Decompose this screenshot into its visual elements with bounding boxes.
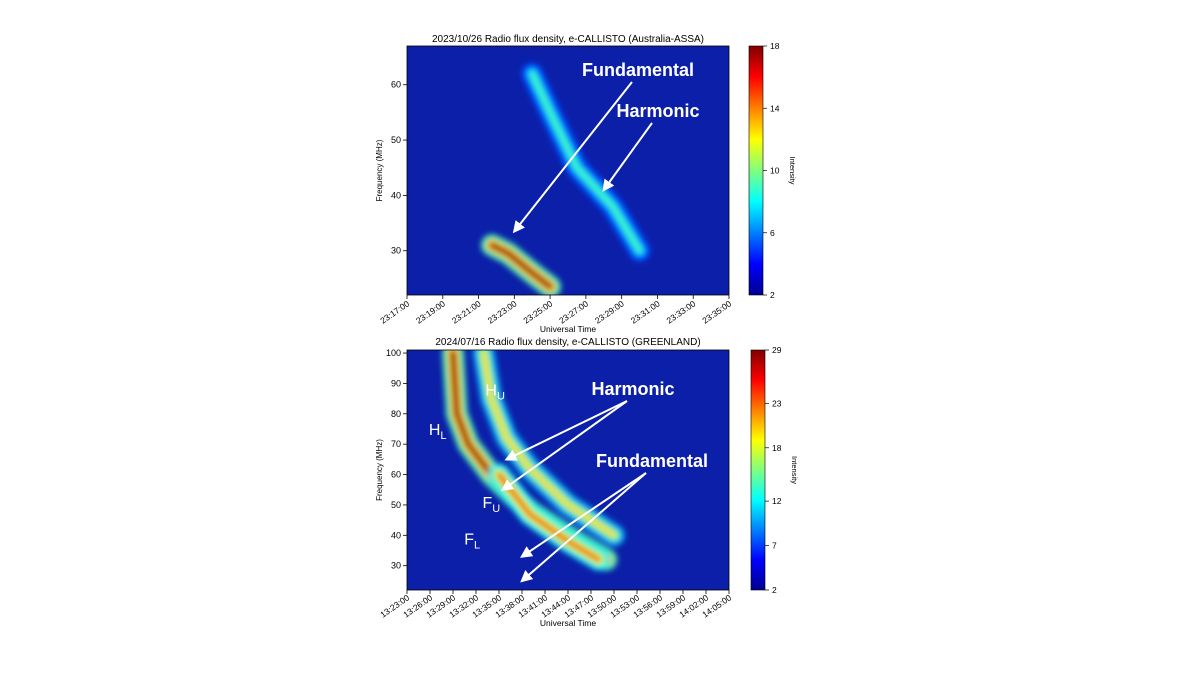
x-tick-label: 23:33:00	[665, 298, 698, 325]
colorbar-tick-label: 29	[772, 345, 782, 355]
y-tick-label: 30	[391, 561, 401, 571]
annotation-arrow	[500, 400, 628, 492]
x-axis-label: Universal Time	[540, 618, 596, 628]
annotation-fundamental: Fundamental	[582, 60, 694, 80]
annotations: Fundamental Harmonic	[512, 60, 700, 234]
y-tick-label: 60	[391, 80, 401, 90]
chart-panel-2: 2024/07/16 Radio flux density, e-CALLIST…	[375, 337, 799, 628]
emission-core	[489, 242, 553, 290]
y-tick-label: 50	[391, 500, 401, 510]
x-tick-label: 23:31:00	[629, 298, 662, 325]
annotation-harmonic: Harmonic	[616, 101, 699, 121]
y-tick-label: 70	[391, 439, 401, 449]
colorbar-label: Intensity	[788, 157, 797, 185]
x-tick-label: 23:27:00	[557, 298, 590, 325]
annotation-arrow	[512, 81, 633, 234]
y-axis-label: Frequency (MHz)	[375, 139, 384, 201]
colorbar	[750, 349, 766, 591]
colorbar-tick-label: 18	[770, 41, 780, 51]
colorbar-tick-label: 2	[772, 585, 777, 595]
annotation-arrow	[520, 472, 647, 558]
colorbar-tick-label: 10	[770, 166, 780, 176]
x-tick-label: 23:21:00	[450, 298, 483, 325]
y-tick-label: 80	[391, 409, 401, 419]
annotation-arrow	[520, 472, 647, 583]
colorbar-tick-label: 14	[770, 103, 780, 113]
colorbar	[748, 45, 764, 296]
plot-frame	[406, 45, 730, 296]
x-axis-label: Universal Time	[540, 324, 596, 334]
colorbar-label: Intensity	[790, 456, 799, 484]
colorbar-tick-label: 18	[772, 443, 782, 453]
annotation-harmonic: Harmonic	[591, 379, 674, 399]
x-tick-label: 23:17:00	[378, 298, 411, 325]
annotation-fundamental: Fundamental	[596, 451, 708, 471]
emission-layer	[481, 62, 651, 295]
emission-core	[496, 472, 602, 563]
y-tick-label: 50	[391, 135, 401, 145]
annotation-arrow	[602, 122, 653, 192]
colorbar-tick-label: 23	[772, 398, 782, 408]
x-tick-label: 23:23:00	[486, 298, 519, 325]
chart-title: 2023/10/26 Radio flux density, e-CALLIST…	[432, 34, 704, 45]
x-tick-label: 23:19:00	[414, 298, 447, 325]
y-tick-label: 60	[391, 470, 401, 480]
x-tick-label: 23:25:00	[521, 298, 554, 325]
y-tick-label: 40	[391, 190, 401, 200]
x-tick-label: 23:35:00	[700, 298, 733, 325]
y-tick-label: 40	[391, 530, 401, 540]
annotation-arrow	[504, 400, 628, 461]
colorbar-tick-label: 7	[772, 541, 777, 551]
emission-core	[529, 71, 643, 254]
colorbar-tick-label: 12	[772, 496, 782, 506]
chart-title: 2024/07/16 Radio flux density, e-CALLIST…	[435, 337, 700, 348]
chart-panel-1: 2023/10/26 Radio flux density, e-CALLIST…	[375, 34, 797, 334]
y-tick-label: 100	[386, 348, 401, 358]
x-tick-label: 23:29:00	[593, 298, 626, 325]
colorbar-tick-label: 2	[770, 290, 775, 300]
y-tick-label: 30	[391, 246, 401, 256]
y-axis-label: Frequency (MHz)	[375, 439, 384, 501]
y-tick-label: 90	[391, 378, 401, 388]
colorbar-tick-label: 6	[770, 228, 775, 238]
